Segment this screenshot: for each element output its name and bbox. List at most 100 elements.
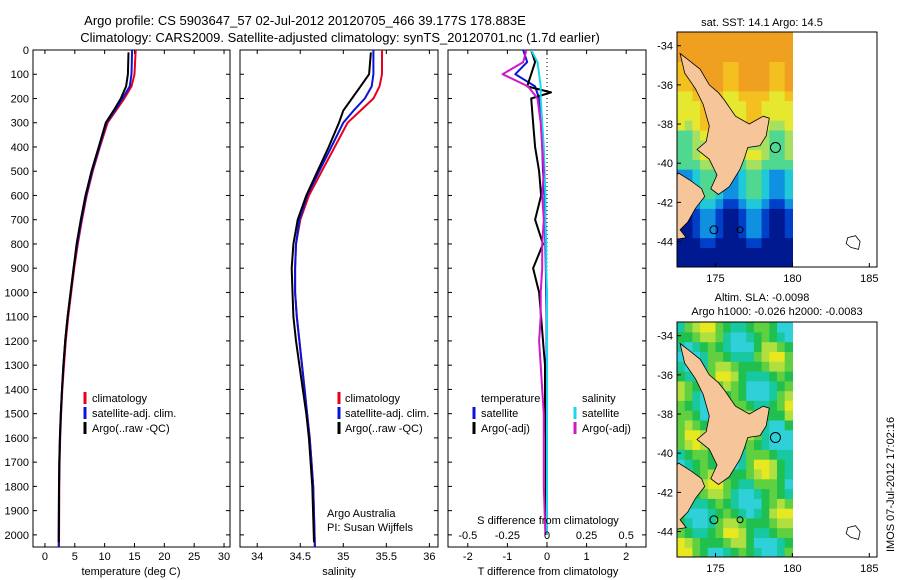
heatmap-cell (784, 32, 793, 43)
heatmap-cell (684, 120, 693, 131)
heatmap-cell (746, 100, 755, 111)
heatmap-cell (753, 517, 763, 529)
map-lat-tick-label: -40 (657, 158, 673, 170)
heatmap-cell (761, 390, 770, 401)
diff-legend-label-2: satellite (582, 408, 619, 420)
heatmap-cell (784, 322, 793, 333)
heatmap-cell (746, 90, 755, 102)
temperature-tick-label: 5 (72, 551, 78, 563)
heatmap-cell (723, 227, 732, 239)
heatmap-cell (738, 322, 747, 333)
heatmap-cell (738, 371, 747, 382)
heatmap-cell (738, 331, 747, 343)
heatmap-cell (723, 208, 732, 219)
heatmap-cell (769, 537, 778, 548)
heatmap-cell (784, 208, 793, 219)
heatmap-cell (784, 100, 793, 111)
heatmap-cell (684, 81, 693, 92)
diff-legend-salinity-header: salinity (582, 393, 616, 405)
heatmap-cell (692, 247, 701, 258)
heatmap-cell (784, 498, 793, 509)
heatmap-cell (730, 468, 740, 480)
heatmap-cell (684, 129, 693, 141)
heatmap-cell (761, 380, 770, 392)
map-lat-tick-label: -42 (657, 197, 673, 209)
salinity-legend-label-2: Argo(..raw -QC) (345, 423, 423, 435)
heatmap-cell (738, 218, 747, 229)
depth-tick-label: 200 (11, 93, 29, 105)
heatmap-cell (684, 331, 693, 343)
heatmap-cell (777, 257, 786, 267)
heatmap-cell (784, 61, 793, 72)
title-line1: Argo profile: CS 5903647_57 02-Jul-2012 … (84, 13, 526, 28)
south-island (677, 172, 706, 240)
heatmap-cell (746, 478, 755, 490)
salinity-legend-label-0: climatology (345, 393, 401, 405)
heatmap-cell (753, 227, 763, 239)
heatmap-cell (692, 468, 701, 480)
heatmap-cell (777, 120, 786, 131)
heatmap-cell (730, 322, 740, 333)
heatmap-cell (700, 208, 709, 219)
depth-tick-label: 1900 (5, 506, 29, 518)
temperature-tick-label: 15 (128, 551, 140, 563)
heatmap-cell (730, 257, 740, 267)
heatmap-cell (677, 400, 686, 411)
heatmap-cell (753, 547, 763, 557)
heatmap-cell (707, 488, 717, 499)
heatmap-cell (684, 527, 693, 538)
diff-legend-label-3: Argo(-adj) (582, 423, 631, 435)
heatmap-cell (715, 498, 724, 509)
heatmap-cell (777, 449, 786, 460)
heatmap-cell (784, 139, 793, 151)
heatmap-cell (761, 341, 770, 352)
heatmap-cell (684, 90, 693, 102)
heatmap-cell (784, 71, 793, 82)
heatmap-cell (700, 198, 709, 209)
heatmap-cell (777, 439, 786, 450)
heatmap-cell (746, 390, 755, 401)
heatmap-cell (753, 351, 763, 362)
heatmap-cell (692, 149, 701, 160)
heatmap-cell (769, 361, 778, 372)
heatmap-cell (677, 439, 686, 450)
heatmap-cell (700, 488, 709, 499)
heatmap-cell (723, 331, 732, 343)
heatmap-cell (777, 129, 786, 141)
contour-ring (736, 516, 744, 524)
heatmap-cell (730, 71, 740, 82)
map-lat-tick-label: -36 (657, 80, 673, 92)
temperature-legend-label-0: climatology (92, 393, 148, 405)
diff-salinity-satellite-line (530, 50, 548, 535)
heatmap-cell (677, 419, 686, 431)
s-difference-tick-label: -0.25 (495, 530, 520, 542)
heatmap-cell (777, 247, 786, 258)
heatmap-cell (707, 478, 717, 490)
heatmap-cell (677, 351, 686, 362)
heatmap-cell (707, 169, 717, 180)
heatmap-cell (769, 110, 778, 121)
depth-tick-label: 800 (11, 239, 29, 251)
heatmap-cell (723, 371, 732, 382)
heatmap-cell (692, 419, 701, 431)
heatmap-cell (746, 517, 755, 529)
heatmap-cell (700, 188, 709, 200)
heatmap-cell (715, 508, 724, 519)
heatmap-cell (730, 51, 740, 62)
heatmap-cell (746, 71, 755, 82)
heatmap-cell (707, 468, 717, 480)
heatmap-cell (715, 527, 724, 538)
heatmap-cell (753, 51, 763, 62)
heatmap-cell (692, 537, 701, 548)
heatmap-cell (777, 488, 786, 499)
temperature-tick-label: 30 (218, 551, 230, 563)
heatmap-cell (753, 247, 763, 258)
heatmap-cell (769, 508, 778, 519)
heatmap-cell (761, 459, 770, 470)
temperature-tick-label: 20 (158, 551, 170, 563)
heatmap-cell (777, 198, 786, 209)
heatmap-cell (784, 110, 793, 121)
heatmap-cell (761, 169, 770, 180)
heatmap-cell (700, 547, 709, 557)
